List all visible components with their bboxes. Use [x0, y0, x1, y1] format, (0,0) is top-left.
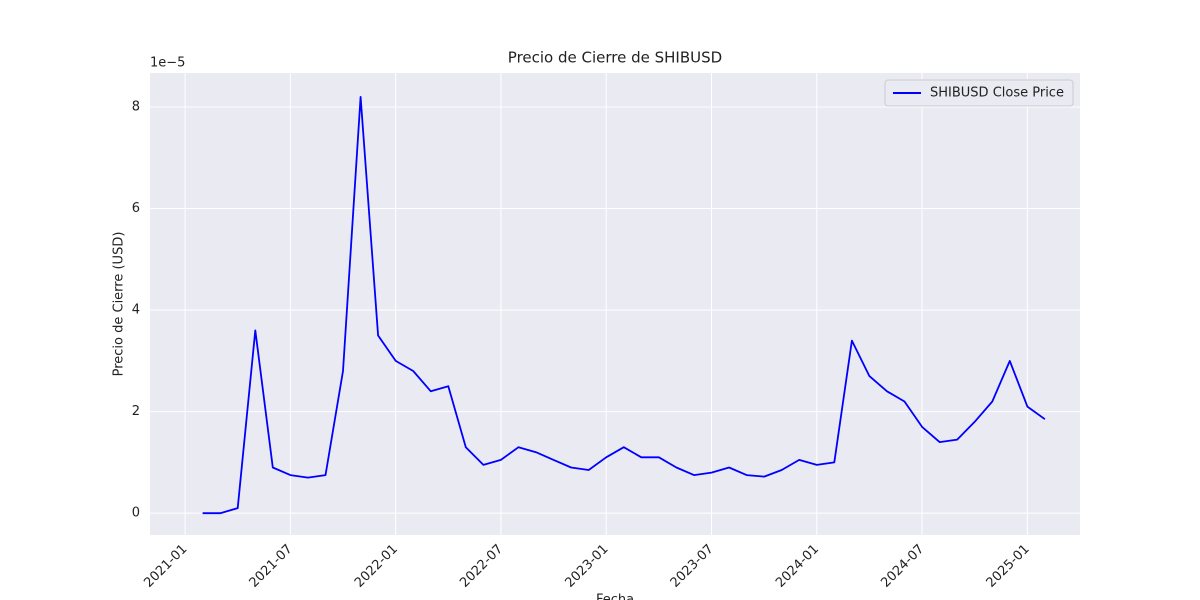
x-tick-label: 2025-01: [984, 542, 1033, 591]
y-tick-label: 6: [132, 201, 140, 216]
y-tick-label: 8: [132, 100, 140, 115]
x-tick-label: 2024-07: [878, 542, 927, 591]
data-line: [202, 96, 1046, 515]
legend-box: [884, 79, 1074, 107]
chart-title: Precio de Cierre de SHIBUSD: [508, 49, 722, 67]
x-tick-label: 2021-07: [247, 542, 296, 591]
y-axis-label: Precio de Cierre (USD): [112, 232, 127, 377]
x-axis-label: Fecha: [596, 593, 634, 600]
x-tick-label: 2024-01: [773, 542, 822, 591]
plot-area: [150, 73, 1080, 535]
x-tick-label: 2022-07: [457, 542, 506, 591]
y-tick-label: 2: [132, 404, 140, 419]
legend-label: SHIBUSD Close Price: [930, 86, 1064, 101]
x-tick-label: 2022-01: [352, 542, 401, 591]
x-tick-label: 2023-07: [668, 542, 717, 591]
x-tick-label: 2021-01: [141, 542, 190, 591]
x-tick-label: 2023-01: [563, 542, 612, 591]
y-offset-label: 1e−5: [150, 56, 185, 71]
y-tick-label: 4: [132, 303, 140, 318]
y-tick-label: 0: [132, 506, 140, 521]
